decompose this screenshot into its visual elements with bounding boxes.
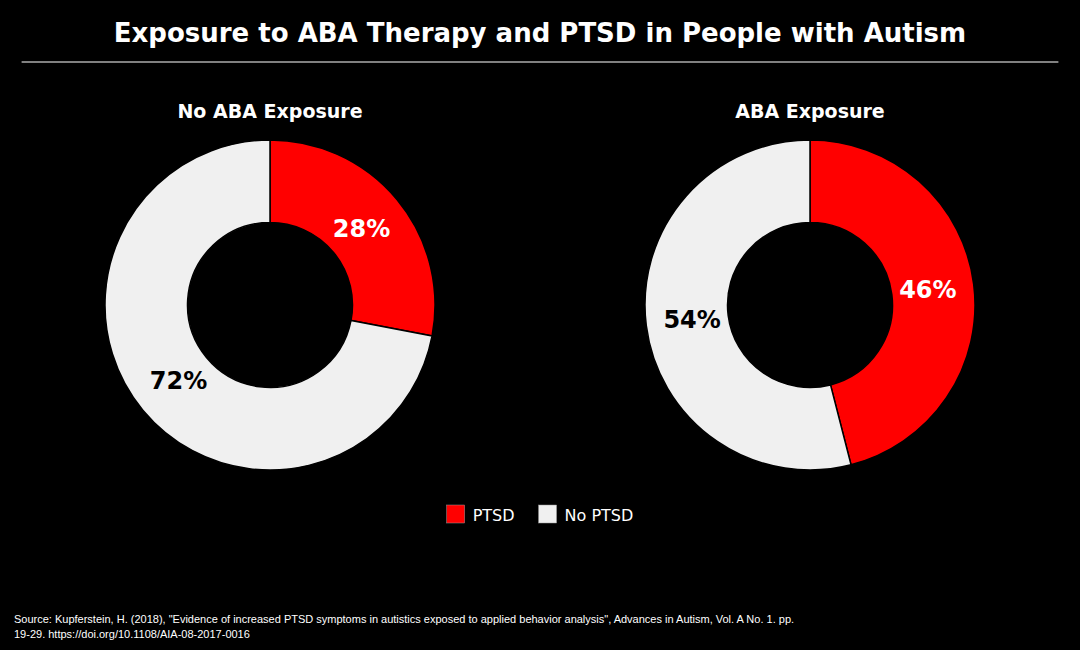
data-label: 54% [663,306,720,334]
slice [270,140,435,336]
title-rule [22,61,1059,62]
title: Exposure to ABA Therapy and PTSD in Peop… [114,18,966,48]
background [0,0,1080,650]
slice [645,140,851,470]
legend-label: PTSD [473,506,515,525]
source-note: Source: Kupferstein, H. (2018), "Evidenc… [14,613,794,640]
donut: 28% 72% [105,140,435,470]
data-label: 46% [899,276,956,304]
donut: 46% 54% [645,140,975,470]
chart-root: Exposure to ABA Therapy and PTSD in Peop… [0,0,1080,650]
subtitle: ABA Exposure [735,100,885,122]
legend-swatch [539,505,557,523]
slice [105,140,432,470]
data-label: 28% [333,215,390,243]
legend-item: PTSD [447,505,515,525]
source-line: 19-29. https://doi.org/10.1108/AIA-08-20… [14,628,250,640]
legend: PTSD No PTSD [447,505,634,525]
data-label: 72% [150,367,207,395]
source-line: Source: Kupferstein, H. (2018), "Evidenc… [14,613,794,625]
legend-swatch [447,505,465,523]
legend-label: No PTSD [565,506,634,525]
subtitle: No ABA Exposure [177,100,362,122]
legend-item: No PTSD [539,505,634,525]
